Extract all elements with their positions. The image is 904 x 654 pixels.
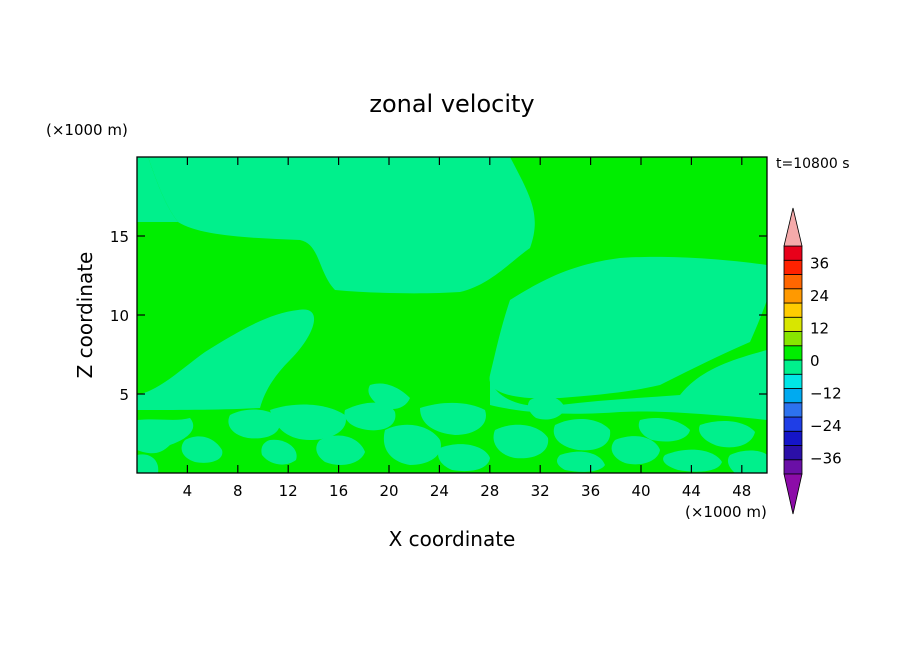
colorbar-swatch xyxy=(783,402,803,418)
colorbar-swatch xyxy=(783,430,803,446)
colorbar-swatch xyxy=(783,259,803,275)
contour-field xyxy=(137,157,767,473)
x-axis-ticks: 4 8 12 16 20 24 28 32 36 40 44 48 xyxy=(183,157,751,500)
x-tick-label: 12 xyxy=(279,482,298,500)
y-unit-label: (×1000 m) xyxy=(46,121,128,139)
colorbar-under-triangle xyxy=(783,473,803,515)
x-unit-label: (×1000 m) xyxy=(685,503,767,521)
colorbar-tick-label: −12 xyxy=(810,385,842,403)
colorbar-swatch xyxy=(783,459,803,475)
time-label: t=10800 s xyxy=(776,156,850,172)
x-tick-label: 36 xyxy=(581,482,600,500)
y-tick-label: 5 xyxy=(119,386,129,404)
y-tick-label: 10 xyxy=(110,307,129,325)
colorbar-swatch xyxy=(783,388,803,404)
x-tick-label: 48 xyxy=(732,482,751,500)
x-tick-label: 8 xyxy=(233,482,243,500)
colorbar-swatch xyxy=(783,359,803,375)
x-tick-label: 32 xyxy=(531,482,550,500)
colorbar-swatch xyxy=(783,416,803,432)
x-tick-label: 44 xyxy=(682,482,701,500)
x-axis-label: X coordinate xyxy=(389,527,516,551)
colorbar-swatch xyxy=(783,288,803,304)
x-tick-label: 24 xyxy=(430,482,449,500)
colorbar-swatch xyxy=(783,316,803,332)
y-tick-label: 15 xyxy=(110,228,129,246)
colorbar-swatch xyxy=(783,445,803,461)
x-tick-label: 28 xyxy=(480,482,499,500)
negative-velocity-regions xyxy=(137,157,767,473)
x-tick-label: 16 xyxy=(329,482,348,500)
y-axis-ticks: 5 10 15 xyxy=(110,228,767,404)
x-tick-label: 20 xyxy=(379,482,398,500)
chart-title: zonal velocity xyxy=(369,90,534,118)
colorbar-tick-label: 12 xyxy=(810,319,829,337)
colorbar-swatch xyxy=(783,302,803,318)
colorbar-tick-label: 24 xyxy=(810,287,829,305)
colorbar-swatch xyxy=(783,274,803,290)
colorbar-swatch xyxy=(783,373,803,389)
x-tick-label: 4 xyxy=(183,482,193,500)
colorbar-tick-label: 36 xyxy=(810,254,829,272)
y-axis-label: Z coordinate xyxy=(73,252,97,379)
colorbar-tick-label: −36 xyxy=(810,450,842,468)
colorbar: 36 24 12 0 −12 −24 −36 xyxy=(783,207,842,515)
colorbar-swatch xyxy=(783,245,803,261)
x-tick-label: 40 xyxy=(631,482,650,500)
colorbar-tick-label: −24 xyxy=(810,417,842,435)
colorbar-over-triangle xyxy=(783,207,803,247)
colorbar-tick-label: 0 xyxy=(810,352,820,370)
colorbar-swatch xyxy=(783,345,803,361)
colorbar-swatch xyxy=(783,331,803,347)
